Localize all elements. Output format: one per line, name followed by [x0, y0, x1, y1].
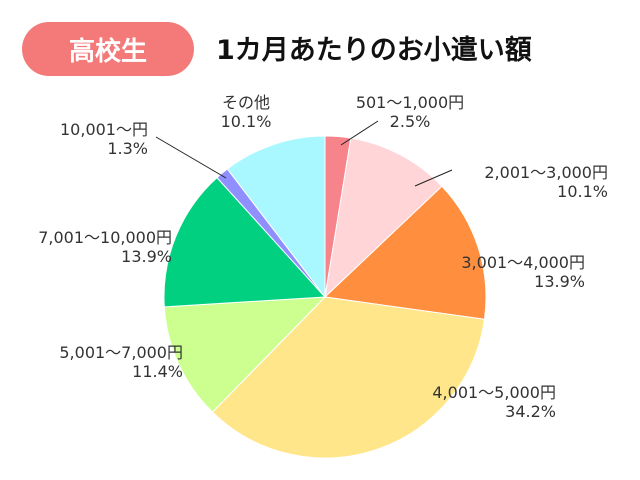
pie-slice: [163, 176, 327, 308]
pie-slice: [324, 137, 443, 299]
pie-slice: [226, 135, 326, 299]
slice-label: 10,001〜円: [60, 120, 148, 139]
leader-line: [340, 120, 379, 146]
slice-percent: 1.3%: [107, 139, 148, 158]
slice-label: 4,001〜5,000円: [432, 383, 556, 402]
slice-label: 501〜1,000円: [356, 93, 464, 112]
leader-line: [155, 136, 227, 179]
slice-label: その他: [222, 93, 270, 112]
slice-label: 2,001〜3,000円: [484, 163, 608, 182]
slice-percent: 13.9%: [121, 247, 172, 266]
pie-slice: [323, 185, 487, 320]
chart-title: 1カ月あたりのお小遣い額: [216, 35, 532, 66]
slice-percent: 10.1%: [221, 112, 272, 131]
slice-percent: 10.1%: [557, 182, 608, 201]
leader-line: [414, 169, 453, 187]
slice-percent: 34.2%: [505, 402, 556, 421]
slice-percent: 13.9%: [534, 272, 585, 291]
slice-percent: 2.5%: [390, 112, 431, 131]
slice-percent: 11.4%: [132, 362, 183, 381]
slice-label: 3,001〜4,000円: [461, 253, 585, 272]
slice-label: 7,001〜10,000円: [38, 228, 172, 247]
category-badge: 高校生: [22, 22, 194, 76]
pie-slice: [163, 296, 327, 413]
pie-slice: [211, 296, 486, 459]
slice-label: 5,001〜7,000円: [59, 343, 183, 362]
